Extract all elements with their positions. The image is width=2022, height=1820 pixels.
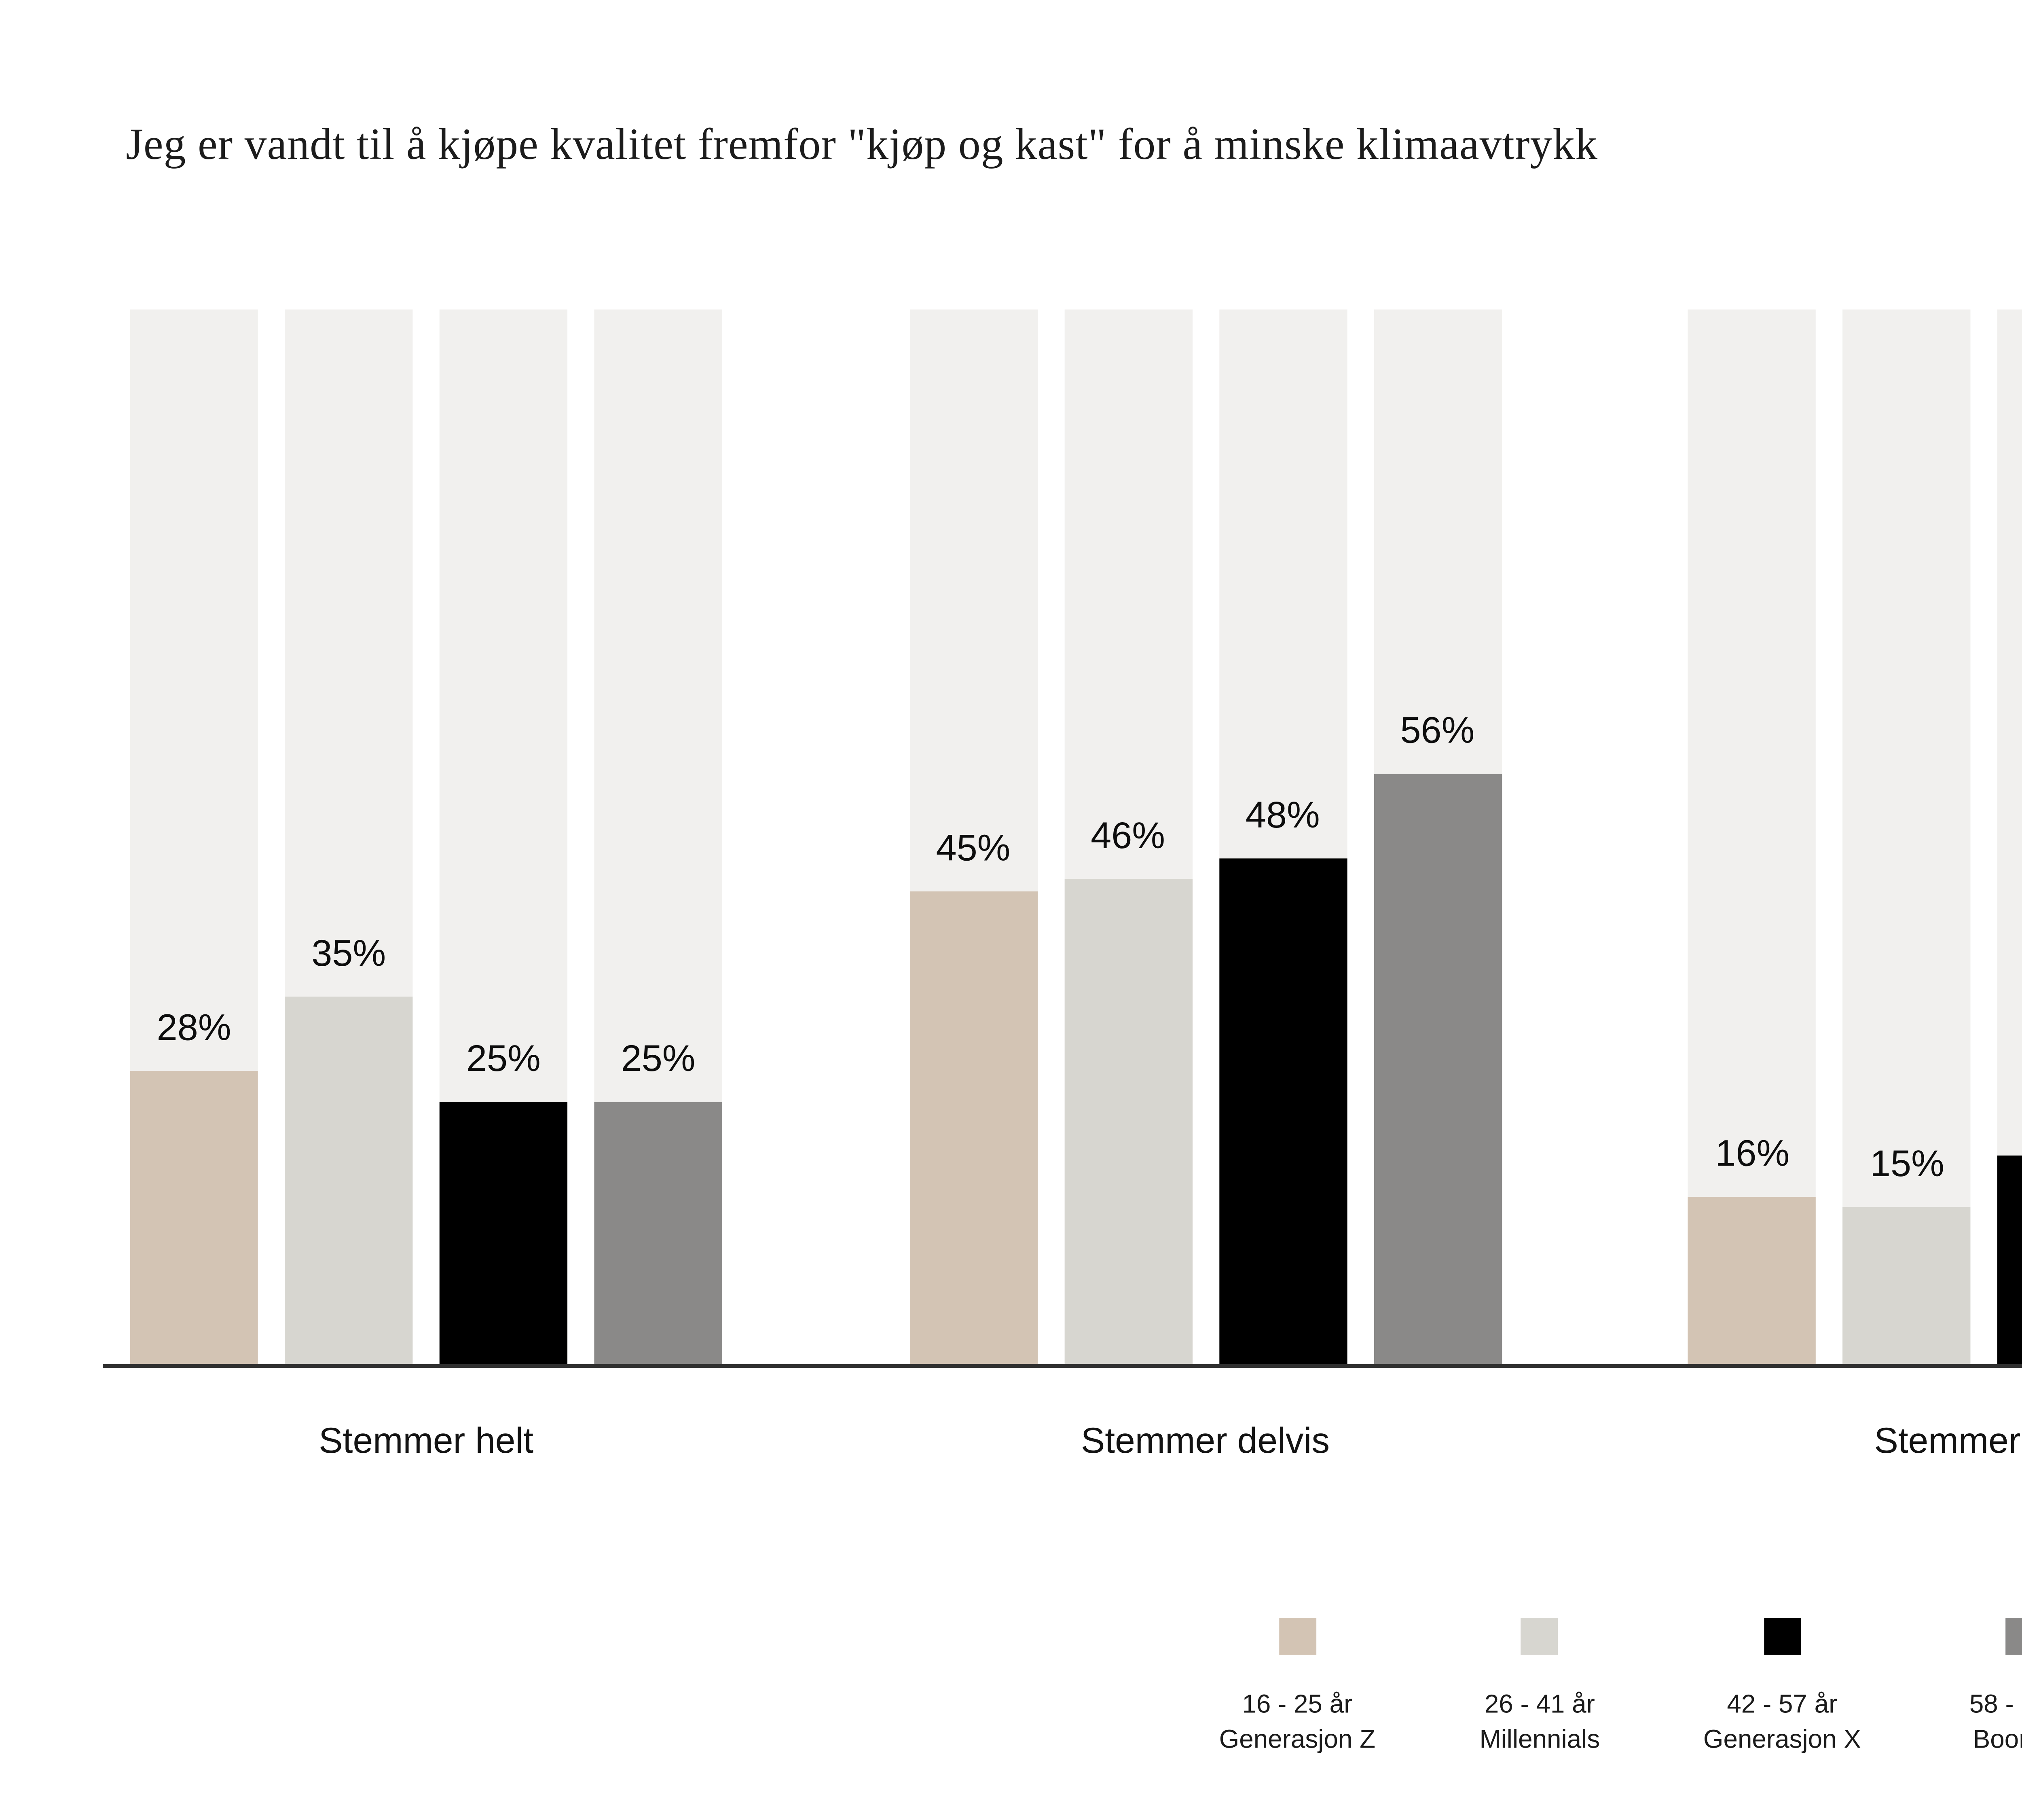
bar-value-label: 15% (1870, 1143, 1944, 1185)
chart-title: Jeg er vandt til å kjøpe kvalitet fremfo… (126, 119, 1598, 169)
legend-item: 58 - 76 år Boomers (1904, 1617, 2022, 1756)
category-label: Stemmer helt (319, 1420, 534, 1461)
legend-label-line: Generasjon Z (1219, 1724, 1376, 1753)
bar-fill (439, 1102, 568, 1366)
legend-label-line: 42 - 57 år (1727, 1690, 1838, 1719)
bar-value-label: 46% (1091, 816, 1165, 857)
bar-track: 28% (130, 309, 258, 1366)
bar-track: 46% (1064, 309, 1192, 1366)
legend-item: 42 - 57 år Generasjon X (1661, 1617, 1903, 1756)
category-group: 28% 35% 25% 25% Stemmer helt (130, 309, 722, 1461)
legend-swatch (2006, 1617, 2022, 1655)
bar-track: 16% (1688, 309, 1817, 1366)
category-label: Stemmer delvis (1081, 1420, 1330, 1461)
bar-track: 25% (594, 309, 722, 1366)
bar-fill (909, 891, 1037, 1366)
legend-label-line: 16 - 25 år (1242, 1690, 1353, 1719)
category-group: 16%15%20%15%Stemmer ikke (1688, 309, 2022, 1461)
legend-label-line: 58 - 76 år (1969, 1690, 2022, 1719)
bar-track: 15% (1843, 309, 1971, 1366)
bar-groups: 28% 35% 25% 25% Stemmer helt 45% 46% 48% 56% Stem… (130, 309, 2022, 1461)
legend-swatch (1763, 1617, 1801, 1655)
bar-track: 45% (909, 309, 1037, 1366)
bar-fill (1688, 1197, 1817, 1366)
bar-value-label: 25% (466, 1038, 541, 1079)
legend-label-line: Millennials (1479, 1724, 1600, 1753)
x-axis-line (103, 1364, 2022, 1368)
chart-legend: 16 - 25 år Generasjon Z 26 - 41 år Millenni… (1176, 1617, 2022, 1756)
bar-track: 56% (1373, 309, 1502, 1366)
legend-label-line: Generasjon X (1703, 1724, 1861, 1753)
bar-fill (1998, 1155, 2022, 1366)
bar-value-label: 56% (1400, 710, 1475, 752)
bar-track: 20% (1998, 309, 2022, 1366)
category-group: 45% 46% 48% 56% Stemmer delvis (909, 309, 1502, 1461)
bar-track: 48% (1218, 309, 1347, 1366)
bar-value-label: 35% (311, 932, 386, 974)
legend-swatch (1278, 1617, 1316, 1655)
bar-value-label: 28% (157, 1006, 231, 1048)
bar-fill (285, 996, 413, 1366)
category-label: Stemmer ikke (1874, 1420, 2022, 1461)
legend-label-line: Boomers (1973, 1724, 2022, 1753)
bar-value-label: 45% (936, 826, 1011, 868)
legend-item: 26 - 41 år Millennials (1419, 1617, 1661, 1756)
bar-value-label: 25% (621, 1038, 696, 1079)
legend-item: 16 - 25 år Generasjon Z (1176, 1617, 1418, 1756)
bar-fill (1064, 880, 1192, 1366)
bar-track: 35% (285, 309, 413, 1366)
bar-fill (1373, 774, 1502, 1366)
legend-swatch (1521, 1617, 1559, 1655)
bar-track: 25% (439, 309, 568, 1366)
bar-value-label: 16% (1715, 1133, 1790, 1175)
legend-label-line: 26 - 41 år (1484, 1690, 1595, 1719)
bar-fill (130, 1070, 258, 1366)
bar-fill (1218, 859, 1347, 1366)
bar-value-label: 48% (1245, 795, 1320, 836)
bar-fill (594, 1102, 722, 1366)
bar-fill (1843, 1207, 1971, 1366)
